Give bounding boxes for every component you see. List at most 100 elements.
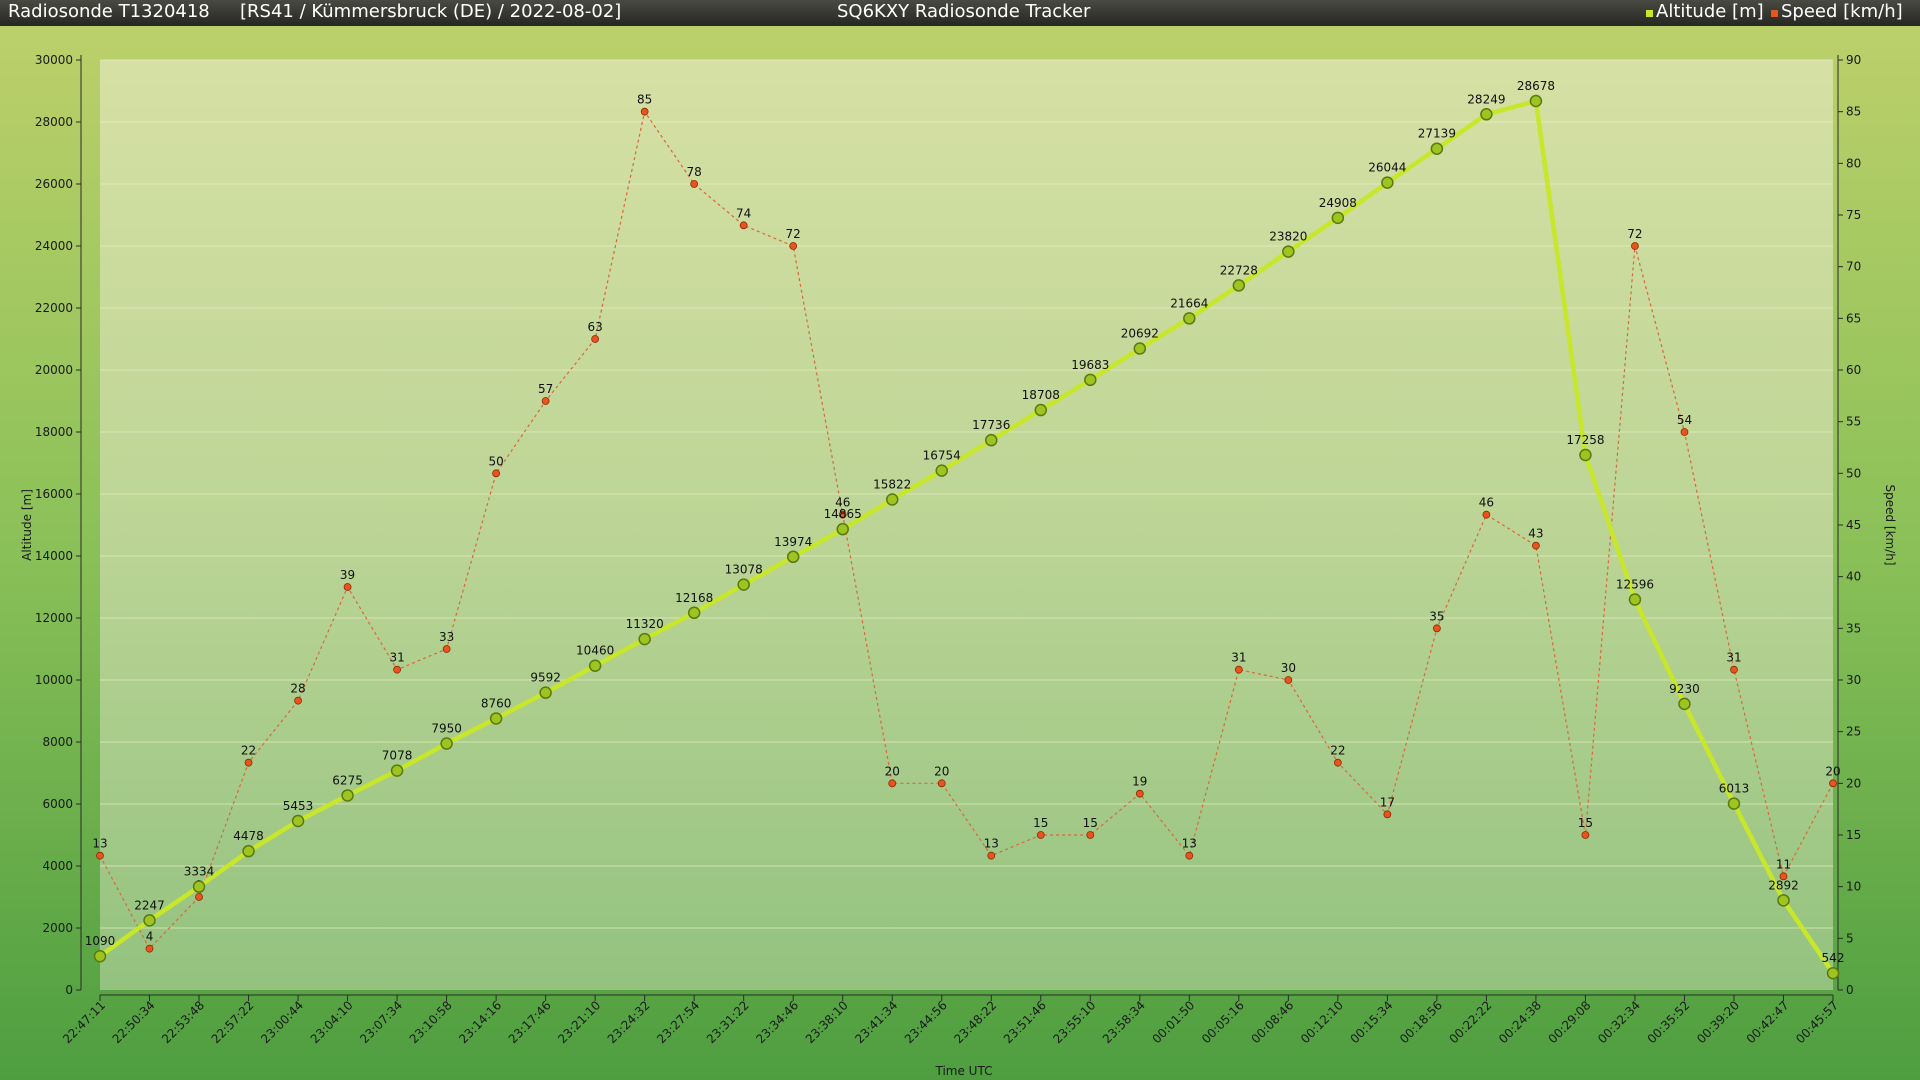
altitude-data-label: 18708 <box>1022 388 1060 402</box>
speed-data-label: 72 <box>1627 227 1642 241</box>
altitude-data-label: 12596 <box>1616 578 1654 592</box>
speed-data-label: 31 <box>1231 651 1246 665</box>
y2-tick-label: 30 <box>1846 673 1861 687</box>
speed-point <box>1432 624 1441 633</box>
speed-point <box>640 107 649 116</box>
altitude-data-label: 19683 <box>1071 358 1109 372</box>
speed-point <box>343 583 352 591</box>
y-tick-label: 0 <box>65 983 73 997</box>
altitude-point <box>1777 894 1790 907</box>
speed-point <box>1234 665 1243 674</box>
altitude-point <box>1084 373 1097 387</box>
speed-point <box>1532 541 1540 550</box>
radiosonde-chart: 0 2000 4000 6000 8000 10000 12000 14000 16000 180… <box>0 26 1920 1080</box>
speed-data-label: 4 <box>146 930 154 944</box>
speed-point <box>393 665 401 674</box>
y2-tick-label: 20 <box>1846 776 1861 790</box>
altitude-data-label: 12168 <box>675 591 713 605</box>
speed-data-label: 15 <box>1033 816 1048 830</box>
altitude-data-label: 13078 <box>725 563 763 577</box>
altitude-point <box>341 789 354 802</box>
altitude-data-label: 21664 <box>1170 296 1208 310</box>
speed-point <box>195 893 203 901</box>
speed-point <box>591 335 600 343</box>
altitude-data-label: 11320 <box>626 617 664 631</box>
altitude-point <box>1381 176 1394 189</box>
speed-data-label: 74 <box>736 206 751 220</box>
altitude-point <box>687 606 701 620</box>
y-tick-label: 22000 <box>35 301 73 315</box>
y-tick-label: 8000 <box>42 735 73 749</box>
speed-point <box>244 758 253 767</box>
speed-point <box>1086 831 1095 839</box>
altitude-point <box>390 764 404 777</box>
altitude-point <box>1133 342 1147 355</box>
y2-tick-label: 75 <box>1846 208 1861 222</box>
altitude-point <box>737 578 750 591</box>
speed-data-label: 22 <box>1330 744 1345 758</box>
speed-point <box>888 779 897 788</box>
legend-speed-label[interactable]: Speed [km/h] <box>1781 1 1903 22</box>
altitude-data-label: 24908 <box>1319 196 1357 210</box>
altitude-data-label: 23820 <box>1269 230 1307 244</box>
speed-data-label: 13 <box>984 837 999 851</box>
altitude-data-label: 13974 <box>774 535 812 549</box>
speed-point <box>789 242 798 250</box>
altitude-data-label: 14865 <box>824 507 862 521</box>
legend-altitude-swatch <box>1646 10 1653 17</box>
y2-tick-label: 15 <box>1846 828 1861 842</box>
altitude-data-label: 7078 <box>382 749 413 763</box>
y-tick-label: 20000 <box>35 363 73 377</box>
y-tick-label: 12000 <box>35 611 73 625</box>
y-tick-label: 24000 <box>35 239 73 253</box>
altitude-data-label: 22728 <box>1220 263 1258 277</box>
legend-altitude-label[interactable]: Altitude [m] <box>1656 1 1764 22</box>
speed-data-label: 30 <box>1281 661 1296 675</box>
plot-area <box>100 60 1833 990</box>
y-tick-label: 14000 <box>35 549 73 563</box>
y2-tick-label: 0 <box>1846 983 1854 997</box>
y-tick-label: 18000 <box>35 425 73 439</box>
speed-point <box>1333 758 1342 767</box>
speed-data-label: 31 <box>1726 651 1741 665</box>
y-tick-label: 4000 <box>42 859 73 873</box>
radiosonde-id: Radiosonde T1320418 <box>8 1 210 22</box>
speed-point <box>1631 242 1639 250</box>
altitude-data-label: 3334 <box>184 865 215 879</box>
y2-tick-label: 5 <box>1846 931 1854 945</box>
y2-tick-label: 65 <box>1846 311 1861 325</box>
altitude-point <box>1628 593 1642 606</box>
altitude-point <box>1034 403 1048 417</box>
speed-point <box>1185 851 1194 860</box>
speed-point <box>937 779 946 788</box>
speed-point <box>1482 510 1491 519</box>
altitude-data-label: 15822 <box>873 478 911 492</box>
y2-tick-label: 25 <box>1846 725 1861 739</box>
speed-point <box>1581 831 1590 839</box>
altitude-data-label: 7950 <box>431 722 462 736</box>
speed-point <box>739 221 748 230</box>
altitude-point <box>539 686 552 699</box>
altitude-data-label: 542 <box>1822 951 1845 965</box>
y2-tick-label: 40 <box>1846 570 1861 584</box>
altitude-point <box>1430 142 1444 155</box>
altitude-point <box>1826 966 1840 980</box>
speed-data-label: 19 <box>1132 775 1147 789</box>
y2-axis-label: Speed [km/h] <box>1883 484 1897 565</box>
y2-tick-label: 50 <box>1846 466 1861 480</box>
speed-data-label: 22 <box>241 744 256 758</box>
altitude-point <box>489 712 503 725</box>
altitude-data-label: 28678 <box>1517 79 1555 93</box>
speed-point <box>294 696 302 705</box>
altitude-data-label: 5453 <box>283 799 314 813</box>
altitude-point <box>1282 245 1295 258</box>
altitude-data-label: 17736 <box>972 418 1010 432</box>
altitude-data-label: 2892 <box>1768 878 1799 892</box>
altitude-data-label: 8760 <box>481 696 512 710</box>
speed-point <box>492 469 501 478</box>
altitude-point <box>935 464 948 477</box>
app-title: SQ6KXY Radiosonde Tracker <box>837 1 1091 22</box>
speed-data-label: 78 <box>687 165 702 179</box>
speed-data-label: 20 <box>934 764 949 778</box>
speed-data-label: 35 <box>1429 609 1444 623</box>
